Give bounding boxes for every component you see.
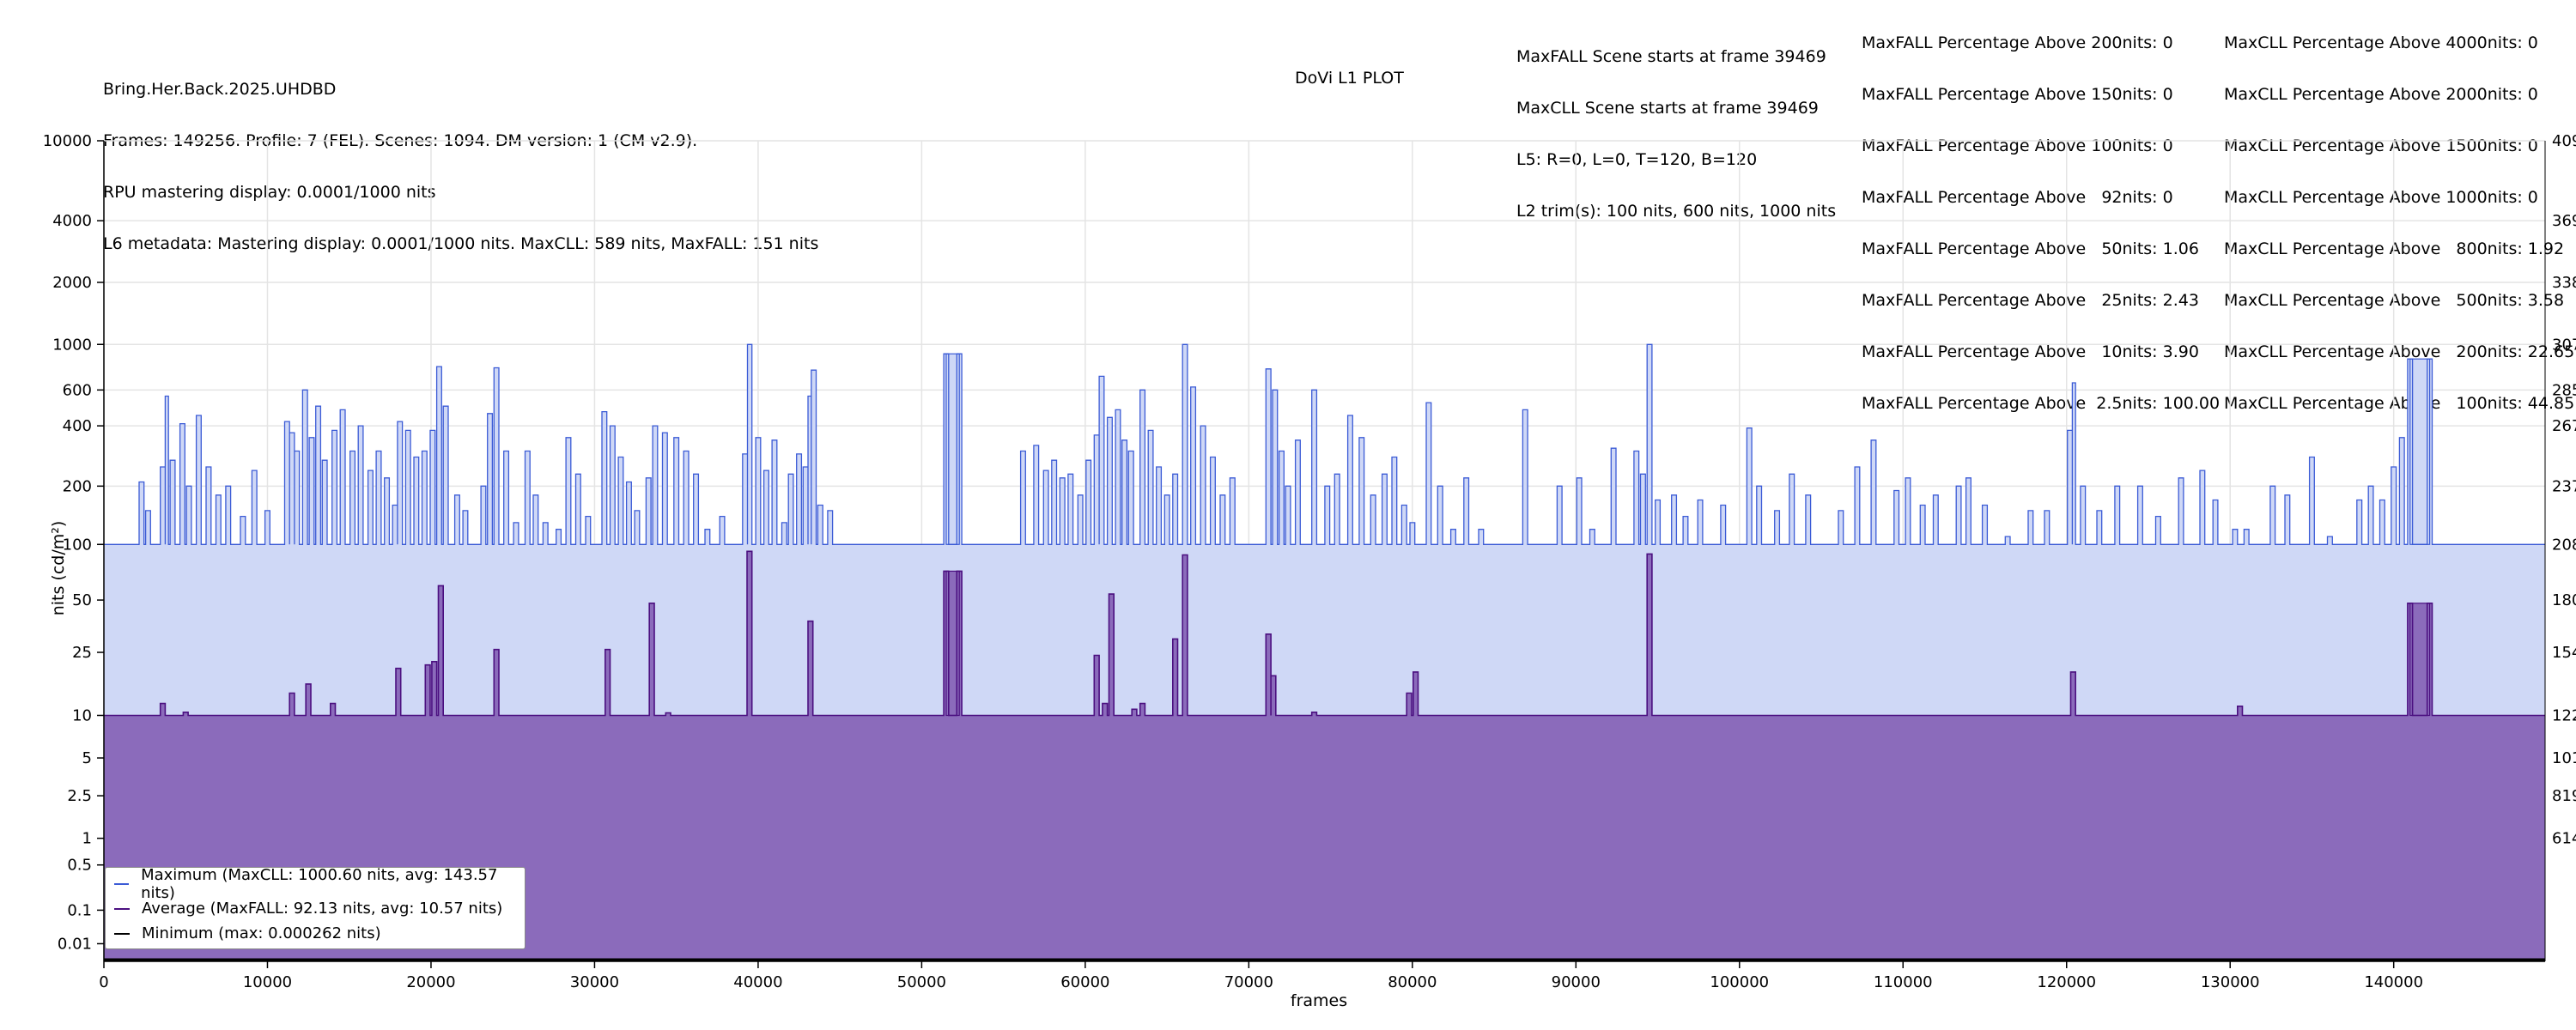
y-tick-label: 50 — [72, 591, 92, 609]
title-line: Bring.Her.Back.2025.UHDBD — [103, 80, 337, 99]
y-tick-label: 200 — [63, 477, 92, 495]
l6-line: L6 metadata: Mastering display: 0.0001/1… — [103, 234, 819, 253]
average-line — [104, 550, 2545, 717]
maxcll-pct-line: MaxCLL Percentage Above 1000nits: 0 — [2224, 188, 2538, 207]
x-tick-label: 0 — [99, 973, 108, 991]
maxcll-percentages: MaxCLL Percentage Above 4000nits: 0 MaxC… — [2224, 0, 2574, 429]
legend: Maximum (MaxCLL: 1000.60 nits, avg: 143.… — [105, 866, 526, 949]
rpu-line: RPU mastering display: 0.0001/1000 nits — [103, 183, 436, 202]
y-right-tick-label: 1229 — [2552, 706, 2576, 724]
legend-swatch-average — [114, 907, 130, 910]
maxfall-percentages: MaxFALL Percentage Above 200nits: 0 MaxF… — [1862, 0, 2220, 429]
maxcll-pct-line: MaxCLL Percentage Above 4000nits: 0 — [2224, 33, 2538, 52]
maxcll-scene-line: MaxCLL Scene starts at frame 39469 — [1516, 99, 1819, 118]
y-tick-label: 25 — [72, 644, 92, 662]
maxfall-scene-line: MaxFALL Scene starts at frame 39469 — [1516, 47, 1826, 66]
y-right-tick-label: 3388 — [2552, 274, 2576, 292]
y-tick-label: 1000 — [52, 336, 92, 354]
x-tick-label: 70000 — [1224, 973, 1273, 991]
maxcll-pct-line: MaxCLL Percentage Above 2000nits: 0 — [2224, 85, 2538, 104]
x-tick-label: 100000 — [1710, 973, 1769, 991]
y-tick-label: 400 — [63, 417, 92, 435]
maxfall-pct-line: MaxFALL Percentage Above 25nits: 2.43 — [1862, 291, 2199, 310]
y-right-tick-label: 2081 — [2552, 536, 2576, 554]
l5-line: L5: R=0, L=0, T=120, B=120 — [1516, 150, 1758, 169]
legend-swatch-minimum — [114, 932, 130, 935]
y-tick-label: 600 — [63, 381, 92, 399]
x-tick-label: 130000 — [2201, 973, 2260, 991]
maxfall-pct-line: MaxFALL Percentage Above 150nits: 0 — [1862, 85, 2173, 104]
y-right-tick-label: 2851 — [2552, 381, 2576, 399]
maxfall-pct-line: MaxFALL Percentage Above 92nits: 0 — [1862, 188, 2173, 207]
x-tick-label: 40000 — [733, 973, 782, 991]
maxcll-pct-line: MaxCLL Percentage Above 1500nits: 0 — [2224, 136, 2538, 155]
legend-label-average: Average (MaxFALL: 92.13 nits, avg: 10.57… — [142, 900, 503, 918]
y-tick-label: 10 — [72, 706, 92, 724]
y-right-tick-label: 4095 — [2552, 132, 2576, 150]
maxfall-pct-line: MaxFALL Percentage Above 2.5nits: 100.00 — [1862, 394, 2221, 413]
y-right-tick-label: 3079 — [2552, 336, 2576, 354]
maxfall-pct-line: MaxFALL Percentage Above 50nits: 1.06 — [1862, 239, 2199, 258]
y-tick-label: 2.5 — [67, 787, 92, 805]
x-tick-label: 20000 — [406, 973, 455, 991]
maxcll-pct-line: MaxCLL Percentage Above 500nits: 3.58 — [2224, 291, 2565, 310]
legend-label-minimum: Minimum (max: 0.000262 nits) — [142, 924, 381, 942]
scene-info: MaxFALL Scene starts at frame 39469 MaxC… — [1516, 14, 1836, 237]
legend-item-average: Average (MaxFALL: 92.13 nits, avg: 10.57… — [114, 896, 516, 921]
l2-line: L2 trim(s): 100 nits, 600 nits, 1000 nit… — [1516, 202, 1837, 221]
maxfall-pct-line: MaxFALL Percentage Above 100nits: 0 — [1862, 136, 2173, 155]
average-series — [104, 550, 2545, 961]
x-tick-label: 10000 — [243, 973, 292, 991]
y-right-tick-label: 3696 — [2552, 212, 2576, 230]
y-right-tick-label: 819 — [2552, 787, 2576, 805]
y-tick-label: 10000 — [43, 132, 92, 150]
y-tick-label: 0.1 — [67, 901, 92, 919]
y-right-tick-label: 1803 — [2552, 591, 2576, 609]
x-tick-label: 80000 — [1388, 973, 1437, 991]
x-tick-label: 110000 — [1874, 973, 1933, 991]
y-tick-label: 2000 — [52, 274, 92, 292]
y-right-tick-label: 2672 — [2552, 417, 2576, 435]
legend-item-minimum: Minimum (max: 0.000262 nits) — [114, 921, 516, 946]
y-tick-label: 0.5 — [67, 857, 92, 875]
x-tick-label: 120000 — [2037, 973, 2096, 991]
y-right-tick-label: 1542 — [2552, 644, 2576, 662]
axes: 0 10000 20000 30000 40000 50000 60000 70000 8000… — [43, 132, 2576, 991]
maxcll-pct-line: MaxCLL Percentage Above 200nits: 22.65 — [2224, 342, 2575, 361]
y-tick-label: 1 — [82, 830, 92, 848]
legend-item-maximum: Maximum (MaxCLL: 1000.60 nits, avg: 143.… — [114, 866, 516, 902]
maxfall-pct-line: MaxFALL Percentage Above 10nits: 3.90 — [1862, 342, 2199, 361]
maxfall-pct-line: MaxFALL Percentage Above 200nits: 0 — [1862, 33, 2173, 52]
x-tick-label: 30000 — [570, 973, 619, 991]
y-tick-label: 0.01 — [58, 935, 92, 953]
plot-title: DoVi L1 PLOT — [1295, 69, 1404, 88]
y-right-tick-label: 2372 — [2552, 477, 2576, 495]
x-tick-label: 140000 — [2364, 973, 2423, 991]
maxcll-pct-line: MaxCLL Percentage Above 800nits: 1.92 — [2224, 239, 2565, 258]
y-axis-label: nits (cd/m²) — [49, 521, 68, 616]
average-area — [104, 551, 2545, 961]
y-tick-label: 5 — [82, 749, 92, 767]
y-right-tick-label: 614 — [2552, 830, 2576, 848]
x-tick-label: 50000 — [897, 973, 946, 991]
legend-label-maximum: Maximum (MaxCLL: 1000.60 nits, avg: 143.… — [141, 865, 498, 902]
y-right-tick-label: 1015 — [2552, 749, 2576, 767]
x-axis-label: frames — [1291, 991, 1347, 1010]
y-tick-label: 4000 — [52, 212, 92, 230]
x-tick-label: 60000 — [1060, 973, 1109, 991]
y-tick-label: 100 — [63, 536, 92, 554]
legend-swatch-maximum — [114, 882, 130, 885]
maximum-line — [104, 343, 2545, 545]
x-tick-label: 90000 — [1552, 973, 1601, 991]
